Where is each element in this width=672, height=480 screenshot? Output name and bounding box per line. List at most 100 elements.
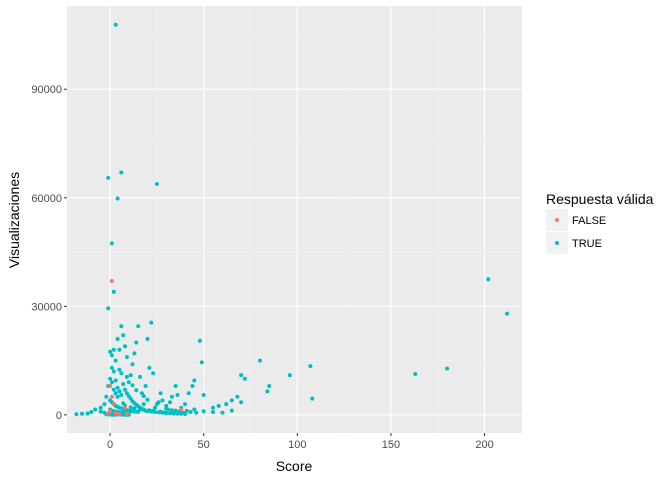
data-point-true (151, 408, 156, 413)
data-point-true (141, 402, 146, 407)
data-point-true (216, 403, 221, 408)
data-point-true (287, 373, 292, 378)
data-point-true (119, 371, 124, 376)
data-point-true (130, 362, 135, 367)
data-point-true (111, 387, 116, 392)
data-point-true (147, 408, 152, 413)
data-point-true (151, 371, 156, 376)
data-point-true (109, 380, 114, 385)
data-point-true (310, 396, 315, 401)
data-point-true (168, 400, 172, 405)
data-point-true (169, 394, 174, 399)
data-point-true (171, 411, 176, 416)
data-point-true (242, 376, 247, 381)
data-point-true (145, 336, 150, 341)
data-point-true (184, 408, 189, 413)
x-tick-label: 100 (288, 439, 306, 451)
data-point-true (199, 360, 204, 365)
data-point-true (80, 411, 84, 416)
minor-gridlines (67, 6, 522, 433)
data-point-true (224, 402, 229, 407)
data-point-true (121, 333, 126, 338)
data-point-false (106, 411, 111, 416)
data-point-true (134, 388, 139, 393)
panel-background (67, 6, 522, 433)
data-point-true (235, 394, 240, 399)
data-point-true (147, 365, 152, 370)
data-point-true (229, 408, 234, 413)
data-point-true (115, 336, 120, 341)
data-point-true (188, 410, 193, 414)
data-point-false (108, 384, 113, 388)
data-point-false (111, 402, 116, 407)
data-point-true (136, 324, 141, 329)
data-point-true (192, 378, 197, 383)
data-point-true (74, 412, 79, 417)
data-point-true (126, 380, 131, 385)
data-point-true (124, 391, 129, 396)
data-point-true (106, 175, 111, 180)
legend-swatch-true (555, 241, 559, 245)
data-point-true (181, 410, 186, 415)
data-point-true (113, 358, 118, 363)
data-point-true (169, 408, 174, 413)
data-point-true (168, 411, 172, 416)
data-point-true (211, 405, 215, 410)
data-point-true (190, 384, 195, 388)
x-tick-label: 0 (107, 439, 113, 451)
data-point-true (145, 397, 150, 402)
data-point-true (132, 406, 137, 411)
data-point-true (143, 384, 148, 388)
data-point-true (106, 306, 111, 311)
data-point-true (109, 365, 114, 370)
data-point-true (102, 402, 107, 407)
data-point-true (113, 391, 118, 396)
data-point-true (85, 411, 90, 416)
data-point-true (486, 277, 491, 282)
data-point-true (229, 398, 234, 403)
data-point-true (113, 22, 118, 27)
data-point-true (505, 311, 509, 316)
data-point-true (139, 391, 144, 396)
legend-label-false: FALSE (572, 215, 606, 227)
data-point-true (308, 364, 313, 369)
data-point-true (162, 410, 167, 415)
data-point-true (108, 349, 113, 354)
data-point-true (113, 378, 118, 383)
data-point-true (134, 340, 139, 345)
data-point-true (98, 405, 103, 410)
data-point-false (123, 405, 127, 410)
x-tick-label: 50 (198, 439, 210, 451)
data-point-true (211, 410, 215, 414)
data-point-true (173, 384, 178, 388)
data-point-true (239, 373, 244, 378)
data-point-false (109, 394, 114, 399)
data-point-true (149, 320, 154, 325)
legend-title: Respuesta válida (546, 191, 654, 207)
data-point-true (121, 382, 126, 387)
x-tick-label: 150 (382, 439, 400, 451)
data-point-true (413, 372, 418, 376)
data-point-false (109, 279, 114, 283)
data-point-true (153, 405, 157, 410)
data-point-true (111, 369, 116, 374)
data-point-false (124, 411, 129, 416)
data-point-true (98, 409, 103, 414)
data-point-true (257, 358, 262, 363)
data-point-true (138, 374, 142, 379)
data-point-true (166, 407, 171, 412)
data-point-true (138, 407, 142, 412)
data-point-true (115, 385, 120, 390)
data-point-true (183, 402, 187, 407)
data-point-true (154, 402, 159, 407)
data-point-true (267, 384, 272, 388)
data-points (74, 22, 509, 417)
data-point-true (197, 338, 202, 343)
data-point-true (173, 408, 178, 413)
data-point-true (160, 398, 165, 403)
data-point-true (115, 196, 120, 201)
data-point-true (104, 394, 109, 399)
y-tick-label: 30000 (31, 301, 62, 313)
data-point-true (117, 347, 122, 352)
